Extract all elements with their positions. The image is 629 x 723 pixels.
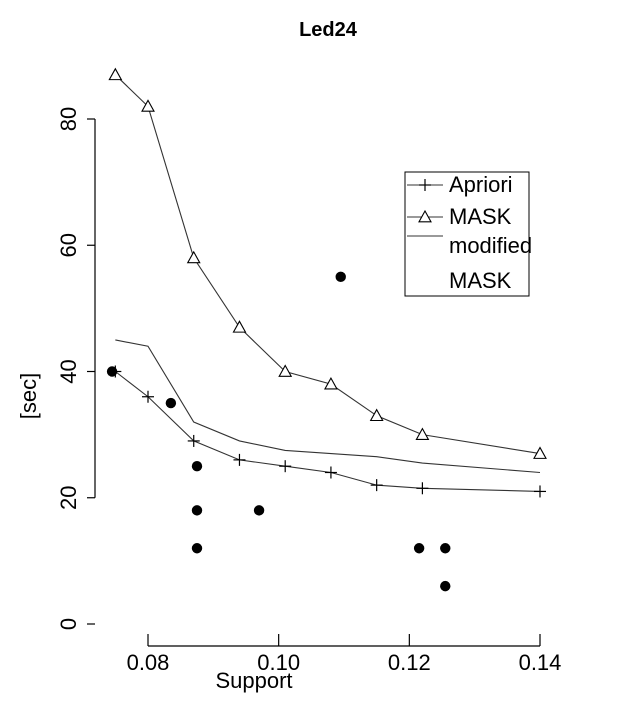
plus-marker [233,453,246,466]
y-tick-label: 80 [56,107,81,131]
plus-marker [142,390,154,403]
y-tick-label: 0 [56,618,81,630]
x-tick-label: 0.08 [127,650,170,675]
triangle-marker [232,320,247,333]
y-tick-label: 20 [56,486,81,510]
series-layer [108,67,547,498]
y-tick-label: 60 [56,233,81,257]
plus-marker [187,434,200,447]
x-tick-label: 0.10 [257,650,300,675]
scatter-dot [335,271,346,283]
plus-marker [279,460,292,473]
plus-marker [534,485,546,498]
x-tick-label: 0.14 [519,650,562,675]
scatter-dot [191,543,203,554]
triangle-marker [369,408,384,422]
triangle-marker [533,446,547,459]
plus-marker [370,479,383,492]
y-axis-title: [sec] [16,373,41,419]
scatter-dot [440,580,451,592]
series-mask [108,67,547,459]
scatter-dot [440,543,451,554]
series-modified-mask [115,339,541,474]
extra-points-layer [106,271,451,592]
triangle-marker [108,67,123,81]
triangle-marker [141,99,155,112]
series-line [115,339,541,474]
triangle-marker [323,376,338,390]
y-tick-label: 40 [56,359,81,383]
x-tick-label: 0.12 [388,650,431,675]
plus-marker [419,179,431,191]
scatter-dot [413,543,425,554]
legend: Apriori MASK modified MASK [404,171,532,297]
triangle-marker [278,364,293,377]
x-axis-title: Support [215,668,292,693]
plus-marker [324,466,337,479]
triangle-marker [418,209,432,223]
triangle-marker [415,427,430,440]
chart-title: Led24 [299,19,358,41]
scatter-dot [191,505,203,516]
scatter-dot [253,505,265,516]
axes: 0 20 40 60 80 0.08 0.10 0.12 0.14 [56,107,561,675]
scatter-dot [191,460,203,472]
legend-box [404,171,530,297]
legend-label: MASK [449,204,512,229]
legend-label: MASK [449,268,512,293]
scatter-dot [165,397,177,409]
scatter-dot [106,366,118,377]
legend-label: Apriori [449,172,513,197]
legend-label: modified [449,233,532,258]
triangle-marker [186,250,201,264]
series-line [114,371,541,492]
plus-marker [416,482,429,495]
